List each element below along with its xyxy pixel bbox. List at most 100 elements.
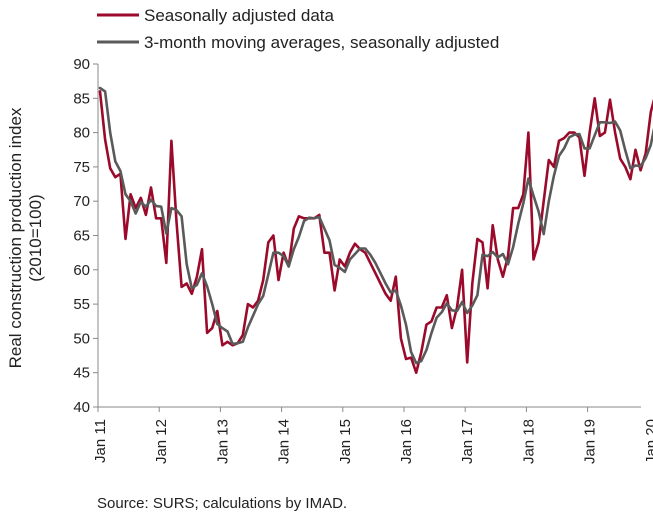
data-point-moving-average <box>232 343 234 345</box>
data-point-seasonally-adjusted <box>563 137 565 139</box>
data-point-seasonally-adjusted <box>543 200 545 202</box>
data-point-seasonally-adjusted <box>614 132 616 134</box>
data-point-moving-average <box>160 206 162 208</box>
y-tick-label: 65 <box>73 228 90 245</box>
y-axis-title-line1: Real construction production index <box>6 107 25 368</box>
data-point-seasonally-adjusted <box>645 152 647 154</box>
data-point-moving-average <box>390 291 392 293</box>
data-point-moving-average <box>532 195 535 197</box>
data-point-seasonally-adjusted <box>502 276 504 278</box>
data-point-seasonally-adjusted <box>589 132 591 134</box>
data-point-moving-average <box>487 255 489 257</box>
data-point-moving-average <box>288 265 290 267</box>
data-point-seasonally-adjusted <box>471 282 473 285</box>
data-point-moving-average <box>328 239 331 241</box>
data-point-seasonally-adjusted <box>430 320 433 322</box>
series-seasonally-adjusted <box>98 90 653 375</box>
data-point-moving-average <box>527 178 530 180</box>
data-point-moving-average <box>318 216 320 218</box>
data-point-moving-average <box>119 170 121 172</box>
data-point-seasonally-adjusted <box>364 252 366 254</box>
data-point-seasonally-adjusted <box>640 169 642 171</box>
y-axis: 40 45 50 55 60 65 70 75 80 85 90 <box>73 56 99 416</box>
data-point-moving-average <box>364 247 366 250</box>
data-point-moving-average <box>379 272 382 274</box>
data-point-moving-average <box>420 360 422 362</box>
data-point-moving-average <box>150 199 152 201</box>
data-point-seasonally-adjusted <box>553 166 555 168</box>
data-point-moving-average <box>456 310 458 312</box>
data-point-moving-average <box>492 251 494 253</box>
y-tick-label: 75 <box>73 159 90 176</box>
data-point-moving-average <box>369 254 371 256</box>
data-point-seasonally-adjusted <box>558 140 560 142</box>
data-point-seasonally-adjusted <box>624 166 626 168</box>
data-point-moving-average <box>298 236 300 238</box>
data-point-moving-average <box>339 267 341 269</box>
data-point-moving-average <box>461 301 463 303</box>
y-tick-label: 55 <box>73 296 90 313</box>
data-point-seasonally-adjusted <box>272 234 274 237</box>
data-point-seasonally-adjusted <box>604 132 606 134</box>
data-point-seasonally-adjusted <box>150 186 152 189</box>
data-point-moving-average <box>553 175 555 177</box>
data-point-moving-average <box>604 121 606 123</box>
data-point-moving-average <box>191 287 193 289</box>
data-point-moving-average <box>522 202 524 204</box>
data-point-moving-average <box>471 304 473 307</box>
data-point-moving-average <box>430 332 433 334</box>
data-point-seasonally-adjusted <box>114 176 116 178</box>
data-point-seasonally-adjusted <box>481 241 484 243</box>
data-point-seasonally-adjusted <box>395 276 397 278</box>
data-point-seasonally-adjusted <box>369 262 371 264</box>
data-point-moving-average <box>104 90 106 92</box>
data-point-seasonally-adjusted <box>517 207 519 209</box>
data-point-moving-average <box>441 311 443 313</box>
data-point-moving-average <box>650 144 652 146</box>
data-point-seasonally-adjusted <box>634 149 637 151</box>
data-point-seasonally-adjusted <box>405 358 407 360</box>
data-point-moving-average <box>323 228 325 230</box>
data-point-moving-average <box>293 248 295 250</box>
data-point-seasonally-adjusted <box>476 238 478 240</box>
series-line-moving-average <box>98 86 653 365</box>
data-point-seasonally-adjusted <box>609 99 611 101</box>
data-point-seasonally-adjusted <box>573 132 575 134</box>
data-point-moving-average <box>395 289 397 291</box>
data-point-moving-average <box>436 317 438 319</box>
x-tick-label: Jan 20 <box>643 419 653 464</box>
data-point-moving-average <box>374 262 376 264</box>
data-point-moving-average <box>594 134 596 136</box>
data-point-moving-average <box>135 212 137 215</box>
data-point-moving-average <box>558 155 560 157</box>
data-point-seasonally-adjusted <box>548 159 550 161</box>
data-point-moving-average <box>277 252 280 254</box>
data-point-seasonally-adjusted <box>446 294 448 296</box>
data-point-seasonally-adjusted <box>522 193 524 195</box>
data-point-seasonally-adjusted <box>130 193 132 195</box>
data-point-seasonally-adjusted <box>379 282 382 285</box>
data-point-seasonally-adjusted <box>160 217 162 219</box>
data-point-moving-average <box>186 263 188 265</box>
series-moving-average <box>98 86 653 365</box>
x-tick-label: Jan 11 <box>92 419 109 463</box>
data-point-seasonally-adjusted <box>303 217 305 219</box>
data-point-moving-average <box>165 232 167 234</box>
data-point-seasonally-adjusted <box>441 306 443 309</box>
data-point-moving-average <box>252 315 254 317</box>
data-point-seasonally-adjusted <box>201 248 203 250</box>
data-point-moving-average <box>609 122 611 124</box>
y-tick-label: 60 <box>73 262 90 279</box>
data-point-seasonally-adjusted <box>211 327 213 329</box>
data-point-seasonally-adjusted <box>247 303 249 305</box>
data-point-seasonally-adjusted <box>425 324 427 326</box>
data-point-seasonally-adjusted <box>349 252 351 254</box>
data-point-moving-average <box>114 160 116 162</box>
data-point-seasonally-adjusted <box>374 272 376 274</box>
data-point-seasonally-adjusted <box>583 175 586 177</box>
data-point-moving-average <box>221 327 223 329</box>
y-tick-label: 80 <box>73 125 90 142</box>
data-point-seasonally-adjusted <box>415 372 417 374</box>
data-point-moving-average <box>589 147 591 149</box>
y-tick-label: 45 <box>73 365 90 382</box>
